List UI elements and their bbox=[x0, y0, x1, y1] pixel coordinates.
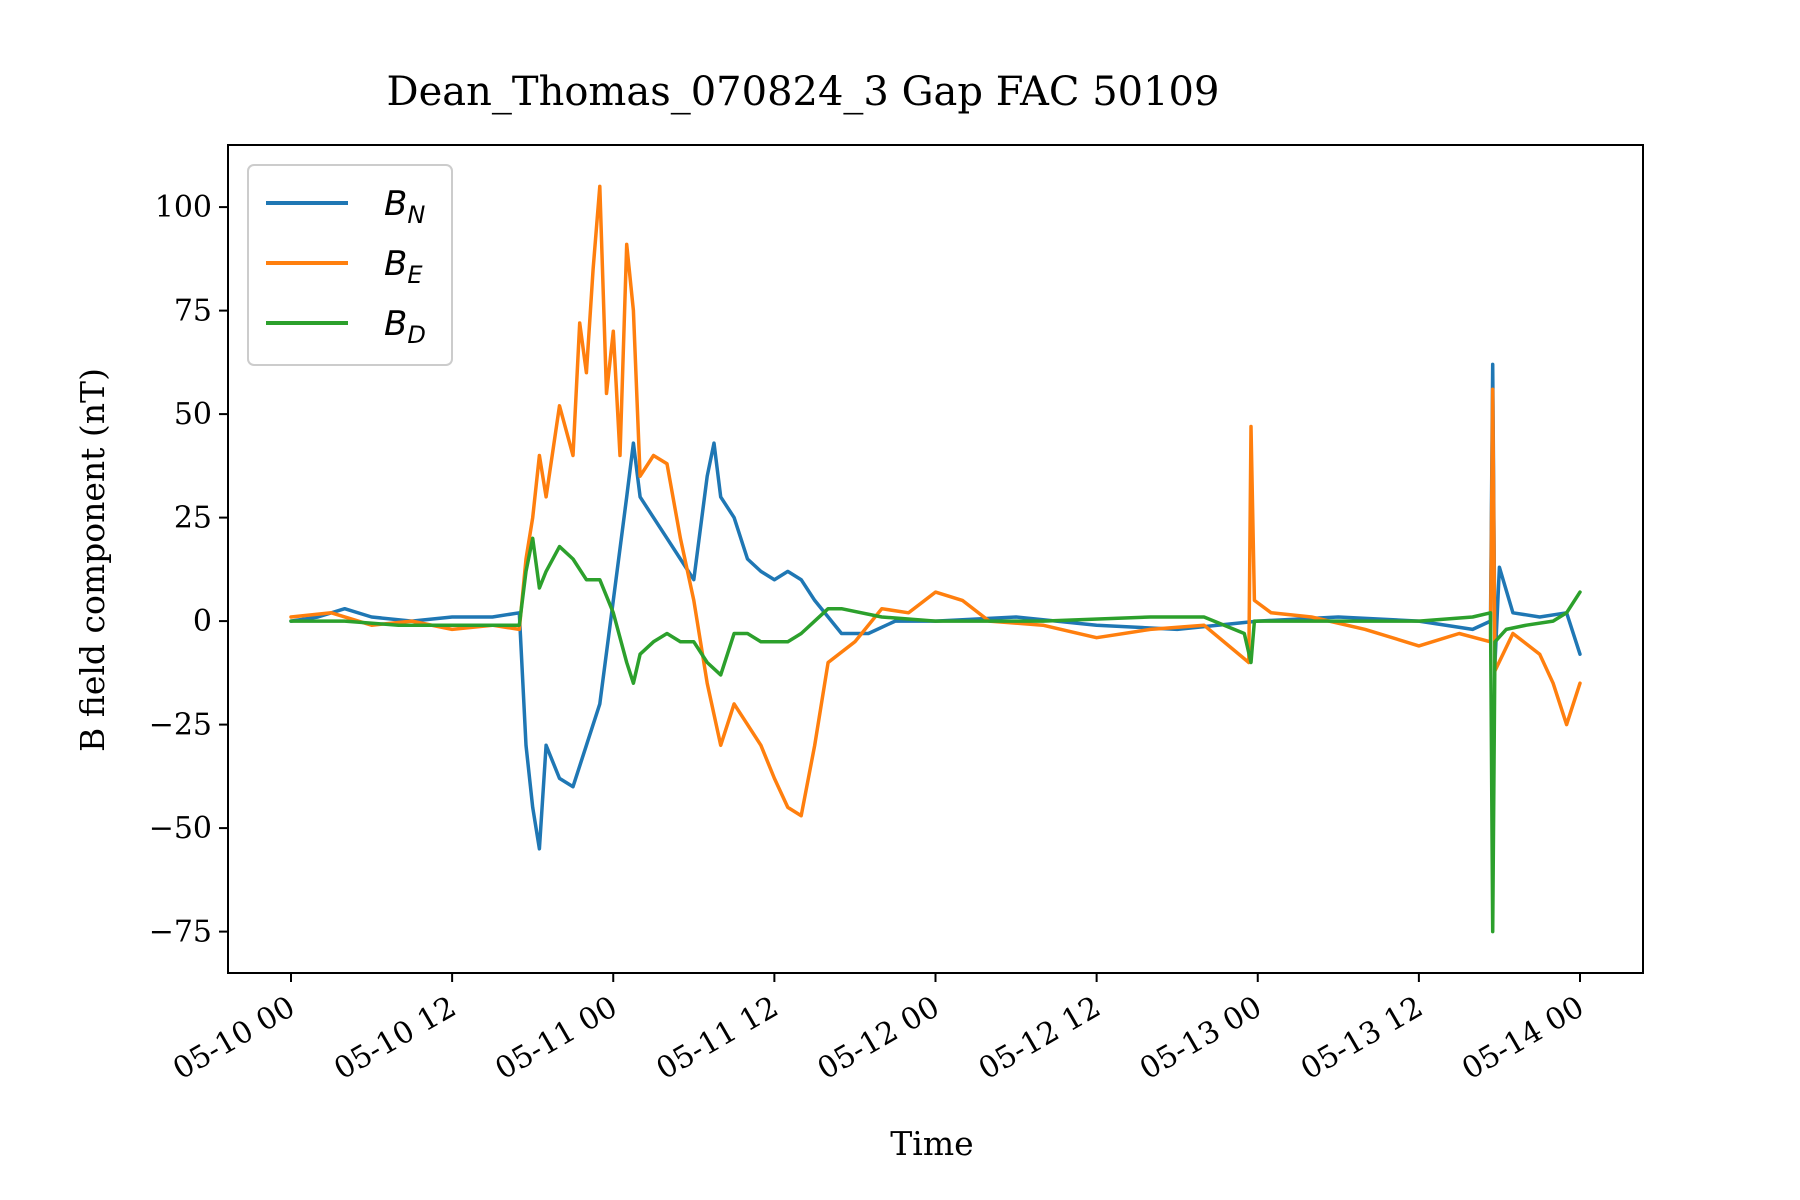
legend: BN BE BD bbox=[247, 164, 453, 366]
y-tick-label: 50 bbox=[174, 397, 212, 432]
y-axis: 100 75 50 25 0 −25 −50 −75 bbox=[149, 190, 228, 950]
y-tick-label: 25 bbox=[174, 501, 212, 536]
y-tick-label: 0 bbox=[193, 604, 212, 639]
y-tick-label: −75 bbox=[149, 915, 212, 950]
chart-title: Dean_Thomas_070824_3 Gap FAC 50109 bbox=[387, 69, 1220, 115]
series-line-e bbox=[289, 184, 1582, 818]
y-tick-label: 100 bbox=[155, 190, 212, 225]
series-line-n bbox=[289, 362, 1582, 851]
y-axis-label: B field component (nT) bbox=[73, 368, 112, 752]
legend-label-e: BE bbox=[384, 244, 423, 289]
y-tick-label: −25 bbox=[149, 708, 212, 743]
series-line-d bbox=[289, 536, 1582, 934]
legend-label-n: BN bbox=[384, 184, 425, 229]
series-layer bbox=[289, 184, 1582, 934]
legend-box bbox=[247, 164, 453, 366]
y-tick-label: −50 bbox=[149, 811, 212, 846]
legend-label-d: BD bbox=[384, 304, 426, 349]
x-axis-label: Time bbox=[890, 1124, 973, 1163]
y-tick-label: 75 bbox=[174, 294, 212, 329]
